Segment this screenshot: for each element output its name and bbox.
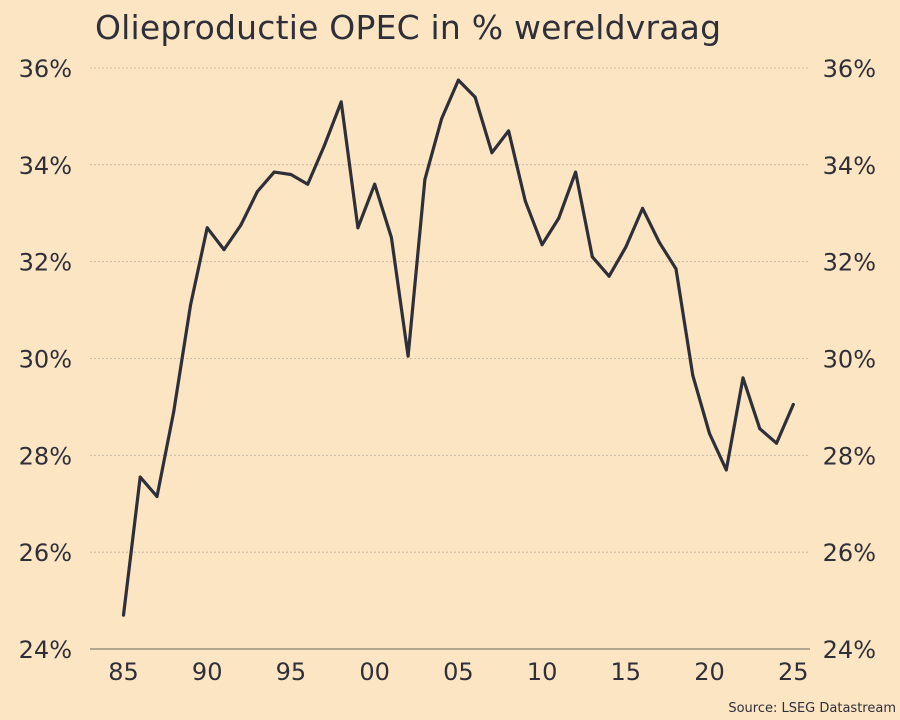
data-point (490, 151, 494, 155)
y-tick-label-left: 24% (19, 636, 72, 664)
data-point (557, 216, 561, 220)
data-point (456, 78, 460, 82)
x-tick-label: 00 (359, 658, 390, 686)
data-point (590, 255, 594, 259)
x-tick-label: 15 (611, 658, 642, 686)
y-tick-label-left: 34% (19, 152, 72, 180)
y-axis-left: 24% 26% 28% 30% 32% 34% 36% (19, 55, 72, 664)
data-point (389, 235, 393, 239)
data-point (406, 354, 410, 358)
y-tick-label-left: 26% (19, 539, 72, 567)
y-tick-label-right: 36% (823, 55, 876, 83)
y-tick-label-left: 30% (19, 346, 72, 374)
gridlines (90, 67, 810, 650)
line-chart: 24% 26% 28% 30% 32% 34% 36% 24% 26% 28% 30% 32% 34%… (19, 55, 876, 686)
data-point (657, 240, 661, 244)
x-axis: 85 90 95 00 05 10 15 20 25 (108, 658, 808, 686)
data-point (121, 613, 125, 617)
data-point (205, 226, 209, 230)
data-point (339, 100, 343, 104)
data-point (423, 177, 427, 181)
data-point (373, 182, 377, 186)
x-tick-label: 95 (276, 658, 307, 686)
y-tick-label-right: 24% (823, 636, 876, 664)
x-tick-label: 90 (192, 658, 223, 686)
data-point (222, 248, 226, 252)
data-point (775, 441, 779, 445)
data-point (172, 410, 176, 414)
y-tick-label-right: 28% (823, 442, 876, 470)
data-point (188, 303, 192, 307)
data-point (289, 173, 293, 177)
y-tick-label-right: 34% (823, 152, 876, 180)
y-tick-label-left: 28% (19, 442, 72, 470)
data-point (758, 427, 762, 431)
data-point (473, 95, 477, 99)
data-point (624, 245, 628, 249)
data-point (540, 243, 544, 247)
series-group (121, 78, 795, 617)
x-tick-label: 20 (694, 658, 725, 686)
data-point (507, 129, 511, 133)
data-point (523, 199, 527, 203)
data-point (741, 376, 745, 380)
data-point (356, 226, 360, 230)
data-point (155, 494, 159, 498)
data-point (607, 274, 611, 278)
data-point (641, 206, 645, 210)
data-point (791, 402, 795, 406)
data-point (691, 373, 695, 377)
x-tick-label: 05 (443, 658, 474, 686)
x-tick-label: 10 (527, 658, 558, 686)
y-tick-label-left: 32% (19, 249, 72, 277)
data-point (138, 475, 142, 479)
data-point (239, 223, 243, 227)
data-point (724, 468, 728, 472)
data-point (708, 432, 712, 436)
data-point (255, 189, 259, 193)
y-tick-label-right: 30% (823, 346, 876, 374)
data-point (674, 267, 678, 271)
y-tick-label-right: 26% (823, 539, 876, 567)
y-tick-label-left: 36% (19, 55, 72, 83)
series-line (121, 78, 795, 617)
data-point (272, 170, 276, 174)
source-note: Source: LSEG Datastream (728, 701, 896, 716)
y-axis-right: 24% 26% 28% 30% 32% 34% 36% (823, 55, 876, 664)
chart-title: Olieproductie OPEC in % wereldvraag (95, 8, 722, 47)
data-point (440, 117, 444, 121)
y-tick-label-right: 32% (823, 249, 876, 277)
x-tick-label: 85 (108, 658, 139, 686)
data-point (306, 182, 310, 186)
data-point (574, 170, 578, 174)
data-point (322, 143, 326, 147)
x-tick-label: 25 (778, 658, 809, 686)
